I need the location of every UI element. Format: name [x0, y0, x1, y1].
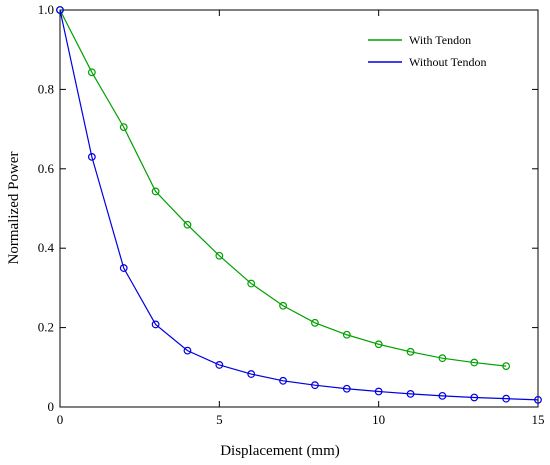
- data-point: [247, 279, 256, 288]
- x-tick-label: 5: [216, 412, 223, 427]
- legend: With Tendon Without Tendon: [368, 33, 486, 69]
- plot-area: [59, 9, 539, 408]
- data-point: [151, 187, 160, 196]
- data-point: [406, 389, 415, 398]
- y-axis-title: Normalized Power: [6, 152, 22, 265]
- data-point: [502, 362, 511, 371]
- axis-ticks: [59, 9, 539, 408]
- data-point: [87, 152, 96, 161]
- y-tick-label: 1.0: [38, 2, 54, 17]
- series-0: [56, 6, 511, 371]
- data-point: [311, 318, 319, 327]
- axis-tick-labels: 0 5 10 15 0 0.2 0.4 0.6 0.8 1.0: [38, 2, 545, 427]
- data-point: [406, 347, 415, 356]
- data-point: [279, 301, 287, 310]
- series-line: [59, 9, 539, 401]
- data-point: [470, 358, 479, 367]
- data-point: [438, 354, 447, 363]
- x-axis-title: Displacement (mm): [220, 443, 340, 459]
- y-tick-label: 0: [48, 399, 55, 414]
- data-point: [215, 361, 224, 369]
- series-line: [59, 9, 507, 367]
- data-point: [374, 340, 383, 349]
- data-point: [87, 68, 96, 77]
- data-point: [311, 381, 319, 390]
- data-point: [56, 6, 64, 14]
- series-1: [56, 6, 542, 404]
- x-tick-label: 15: [532, 412, 545, 427]
- data-point: [119, 123, 128, 132]
- data-point: [534, 395, 542, 404]
- data-point: [151, 320, 160, 329]
- data-point: [374, 387, 383, 396]
- x-tick-label: 0: [57, 412, 64, 427]
- data-point: [183, 220, 192, 229]
- data-point: [342, 384, 351, 393]
- y-tick-label: 0.2: [38, 320, 54, 335]
- series-layer: [56, 6, 542, 404]
- data-point: [502, 394, 511, 403]
- data-point: [183, 346, 192, 355]
- legend-label: Without Tendon: [409, 55, 486, 69]
- data-point: [247, 370, 256, 378]
- x-tick-label: 10: [372, 412, 385, 427]
- data-point: [279, 376, 287, 385]
- y-tick-label: 0.8: [38, 81, 54, 96]
- y-tick-label: 0.6: [38, 161, 55, 176]
- data-point: [470, 393, 479, 402]
- y-tick-label: 0.4: [38, 240, 55, 255]
- data-point: [438, 391, 447, 400]
- data-point: [342, 330, 351, 339]
- data-point: [215, 251, 224, 260]
- data-point: [119, 264, 128, 272]
- legend-label: With Tendon: [409, 33, 471, 47]
